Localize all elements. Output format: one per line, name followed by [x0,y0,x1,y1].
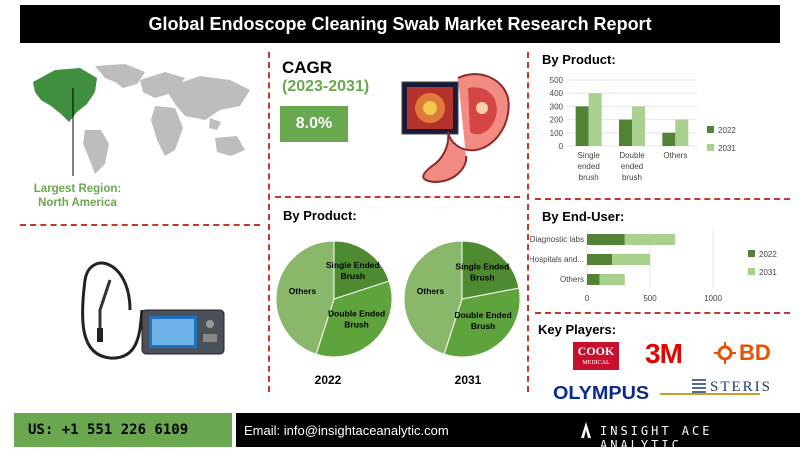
vbar-2022-0 [575,106,589,146]
cook-logo-subtext: MEDICAL [582,360,610,366]
bd-sun-icon [714,342,736,364]
olympus-underline [660,393,760,395]
phone-number: US: +1 551 226 6109 [14,413,232,447]
vbar-legend-label-2022: 2022 [718,126,736,135]
vbar-2022-2 [662,132,676,146]
3m-logo: 3M [645,338,683,369]
pie2-label-1: Double Ended Brush [455,310,512,331]
vbar-ytick: 0 [559,142,564,151]
vbar-ytick: 100 [550,129,564,138]
hbar-category-label: Hospitals and... [530,255,584,264]
divider-mid-h [275,196,520,198]
report-title: Global Endoscope Cleaning Swab Market Re… [20,5,780,43]
pie1-label-1: Double Ended Brush [328,309,385,330]
world-map [33,64,250,176]
key-players-title: Key Players: [538,322,617,337]
pie1-slice-1 [315,280,393,358]
bd-logo-text: BD [739,340,771,365]
divider-right [527,52,529,392]
steris-logo: STERIS [692,378,772,396]
hbar-xtick: 1000 [704,294,722,303]
vbar-category-label: Single ended brush [578,151,601,182]
hbar-category-label: Others [560,275,584,284]
hbar-2031-0 [624,234,676,245]
hbar-2031-1 [612,254,650,265]
cagr-value: 8.0% [280,106,348,142]
steris-logo-text: STERIS [710,378,773,395]
vbar-legend-label-2031: 2031 [718,144,736,153]
product-section-title: By Product: [542,52,616,67]
hbar-2031-2 [599,274,625,285]
cook-medical-logo: COOK MEDICAL [573,342,619,370]
vbar-legend-swatch-2031 [707,144,714,151]
cagr-label: CAGR [282,58,333,77]
steris-lines-icon [692,379,706,393]
vbar-category-label: Others [663,151,687,160]
brand-logo-icon [581,422,591,438]
hbar-xtick: 500 [643,294,657,303]
cagr-period: (2023-2031) [282,78,370,95]
vbar-ytick: 200 [550,116,564,125]
enduser-bar-chart: 0 500 1000 Diagnostic labs Hospitals and... O… [530,230,777,303]
divider-left [268,52,270,392]
hbar-legend-label-2022: 2022 [759,250,777,259]
largest-region-line2: North America [38,197,117,209]
vbar-legend-swatch-2022 [707,126,714,133]
cook-logo-text: COOK [577,344,615,358]
pie1-label-0: Single Ended Brush [326,260,380,281]
pie2-slice-2 [403,240,463,355]
hbar-category-label: Diagnostic labs [530,235,584,244]
vbar-2031-1 [632,106,645,146]
hbar-legend-label-2031: 2031 [759,268,777,277]
largest-region-line1: Largest Region: [33,183,122,195]
email-address: Email: info@insightaceanalytic.com [244,423,449,438]
divider-right-h2 [535,312,790,314]
hbar-2022-2 [587,274,600,285]
pie2-slice-0 [461,240,520,300]
hbar-2022-0 [587,234,625,245]
olympus-logo-text: OLYMPUS [553,383,650,403]
vbar-2031-2 [675,119,689,146]
north-america-highlight [33,68,97,122]
hbar-xtick: 0 [585,294,590,303]
divider-left-h [20,224,260,226]
pie-section-title: By Product: [283,208,357,223]
hbar-2022-1 [587,254,613,265]
pie2-label-0: Single Ended Brush [455,261,509,282]
vbar-ytick: 500 [550,76,564,85]
stomach-illustration [401,73,510,184]
pie-2022-title: 2022 [315,373,342,387]
pie1-slice-2 [275,240,335,355]
pie1-label-2: Others [289,286,317,296]
brand-name: INSIGHT ACE ANALYTIC [600,424,713,452]
vbar-ytick: 300 [550,102,564,111]
vbar-category-label: Double ended brush [619,151,645,182]
bd-logo: BD [714,340,771,366]
enduser-section-title: By End-User: [542,209,625,224]
hbar-legend-swatch-2022 [748,250,755,257]
largest-region-label: Largest Region: North America [20,182,135,210]
vbar-2031-0 [588,93,602,146]
pie2-slice-1 [443,287,521,358]
olympus-logo: OLYMPUS [553,383,649,404]
hbar-legend-swatch-2031 [748,268,755,275]
pie-2031-title: 2031 [455,373,482,387]
pie2-label-2: Others [417,286,445,296]
product-bar-chart: 0 100 200 300 400 500 Single ended brush Double en… [550,76,737,182]
divider-right-h1 [535,198,790,200]
pie1-slice-0 [333,240,390,300]
vbar-2022-1 [619,119,632,146]
footer-bar: Email: info@insightaceanalytic.com INSIG… [236,413,800,452]
pie-charts: Single Ended Brush Double Ended Brush Others… [275,240,521,387]
endoscope-illustration [81,261,225,360]
vbar-ytick: 400 [550,89,564,98]
